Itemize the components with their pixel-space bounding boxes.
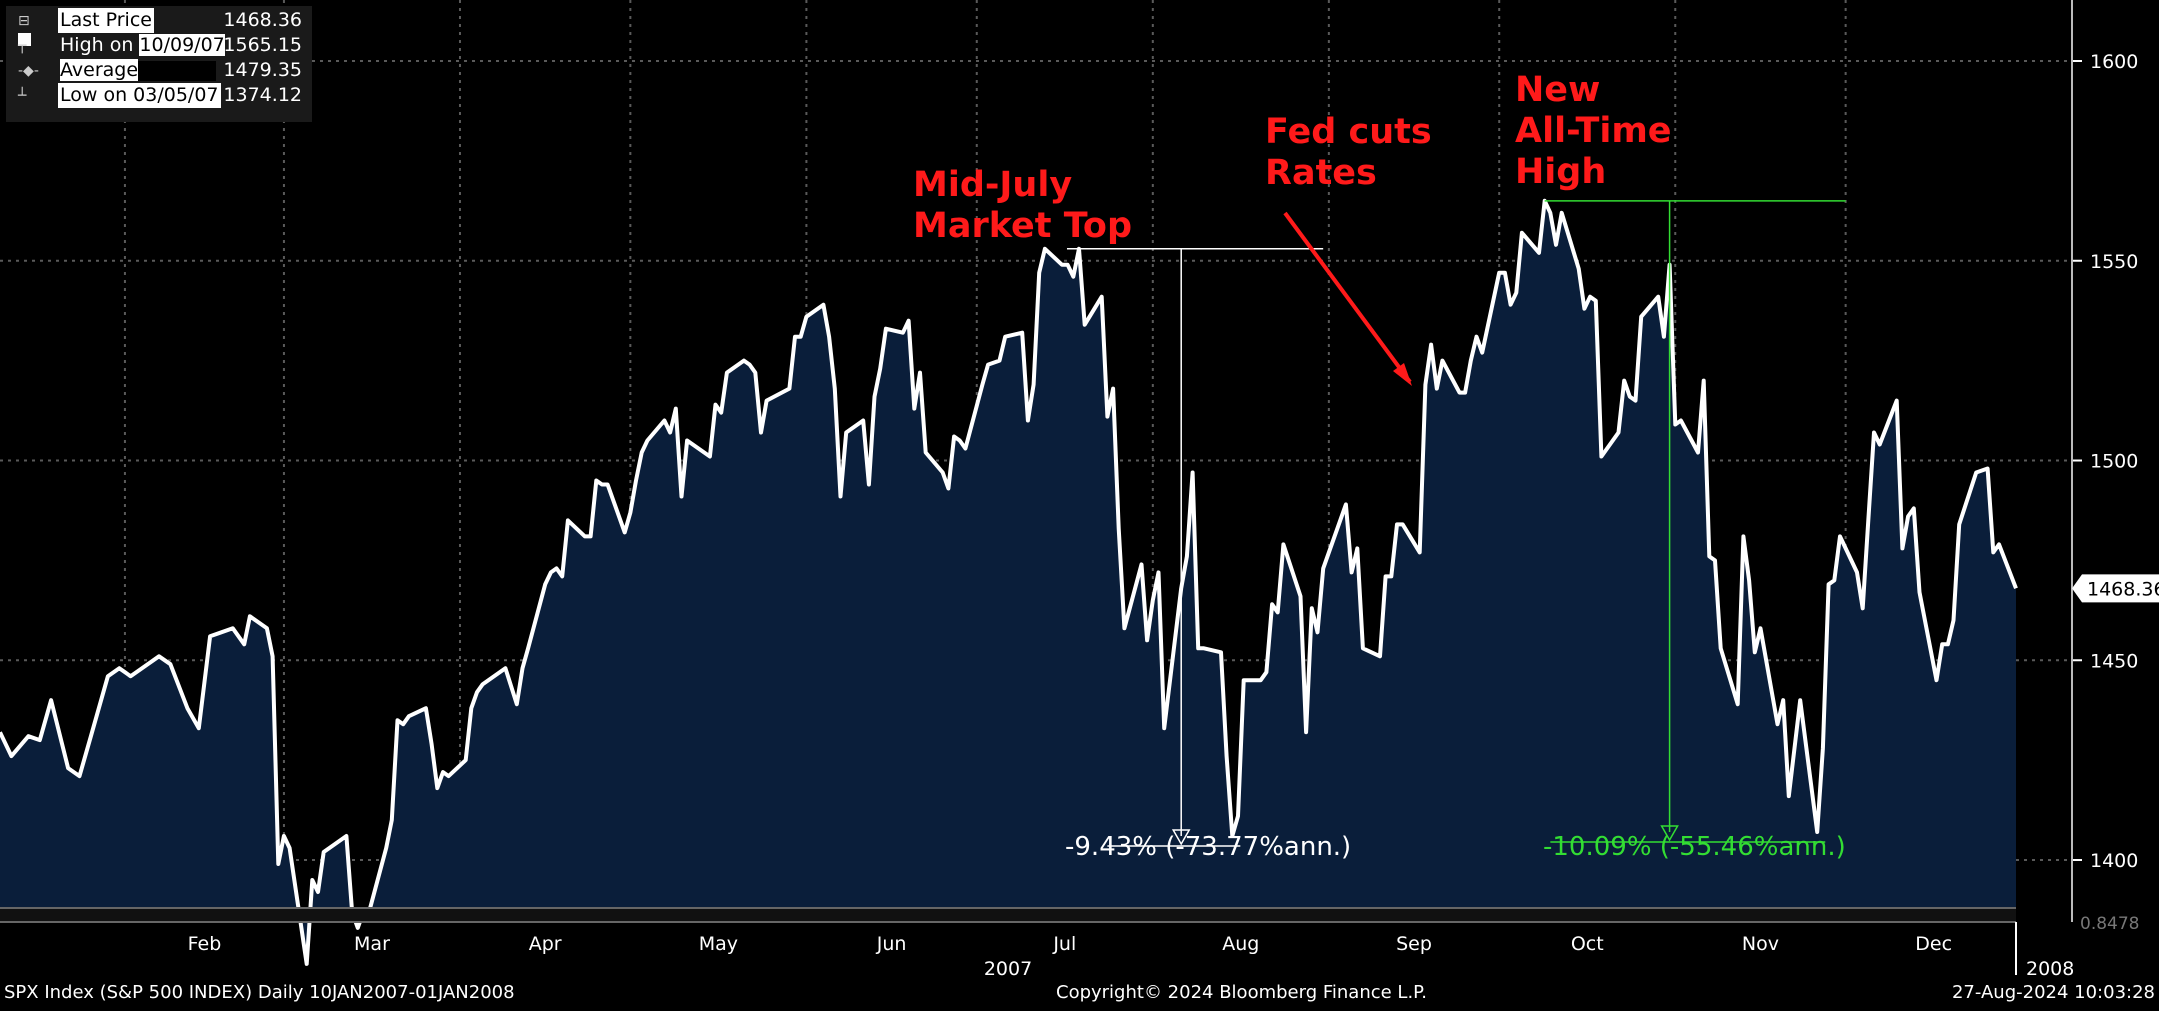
legend-value: 1479.35: [223, 59, 302, 81]
annotation-new-high: New All-Time High: [1515, 70, 1672, 192]
legend-label: Last Price: [58, 8, 154, 33]
x-tick-label: Jul: [1052, 933, 1076, 955]
legend-value: 1565.15: [223, 34, 302, 56]
x-tick-label: Sep: [1396, 933, 1432, 955]
legend-label: Average: [58, 58, 218, 83]
x-tick-label: May: [699, 933, 738, 955]
lower-panel-tag: 0.8478: [2080, 914, 2139, 934]
last-price-tag-label: 1468.36: [2087, 578, 2159, 600]
average-marker-icon: -◆-: [18, 63, 39, 79]
legend-panel: ⊟ Last Price 1468.36 ┬ High on 10/09/07 …: [6, 6, 312, 122]
measurement-label-second: -10.09% (-55.46%ann.): [1543, 832, 1846, 862]
x-tick-label: Mar: [354, 933, 390, 955]
last-price-tag: [2072, 574, 2159, 603]
legend-row-last-price[interactable]: ⊟ Last Price 1468.36: [6, 8, 312, 46]
x-tick-label: Feb: [188, 933, 222, 955]
y-tick-label: 1600: [2090, 51, 2138, 73]
low-marker-icon: ┴: [18, 88, 27, 104]
annotation-fed-cuts: Fed cuts Rates: [1265, 112, 1432, 193]
checkbox-icon[interactable]: ⊟: [18, 12, 40, 46]
y-tick-label: 1400: [2090, 850, 2138, 872]
x-tick-label: Jun: [876, 933, 907, 955]
footer-security: SPX Index (S&P 500 INDEX) Daily 10JAN200…: [4, 982, 515, 1003]
high-marker-icon: ┬: [18, 38, 27, 54]
legend-row-low[interactable]: ┴ Low on 03/05/07 1374.12: [6, 83, 312, 108]
legend-row-high[interactable]: ┬ High on 10/09/07 1565.15: [6, 33, 312, 58]
legend-row-average[interactable]: -◆- Average 1479.35: [6, 58, 312, 83]
y-tick-label: 1450: [2090, 650, 2138, 672]
x-tick-label: Aug: [1222, 933, 1259, 955]
x-tick-label: Dec: [1915, 933, 1952, 955]
legend-value: 1468.36: [223, 9, 302, 31]
measurement-lines: [1066, 200, 1846, 847]
fed-arrow-shaft: [1283, 211, 1412, 384]
fed-arrow-head: [1393, 363, 1412, 386]
year-label: 2008: [2026, 958, 2074, 980]
ref-arrow-icon: [1660, 825, 1679, 842]
footer-timestamp: 27-Aug-2024 10:03:28: [1951, 982, 2155, 1003]
year-label: 2007: [984, 958, 1032, 980]
legend-label: High on 10/09/07: [60, 34, 225, 56]
x-tick-label: Nov: [1742, 933, 1779, 955]
legend-label: Low on 03/05/07: [58, 83, 221, 108]
price-area: [0, 200, 2016, 964]
x-tick-label: Oct: [1571, 933, 1604, 955]
price-line: [0, 198, 2018, 966]
measurement-label-first: -9.43% (-73.77%ann.): [1065, 832, 1352, 862]
ref-arrow-icon: [1171, 829, 1191, 846]
footer-copyright: Copyright© 2024 Bloomberg Finance L.P.: [1056, 982, 1427, 1003]
y-tick-label: 1500: [2090, 451, 2138, 473]
x-tick-label: Apr: [529, 933, 562, 955]
axes: 1400 1450 1500 1550 1600 Feb Mar Apr May Jun Jul Au…: [0, 0, 2159, 980]
y-tick-label: 1550: [2090, 251, 2138, 273]
legend-value: 1374.12: [223, 84, 302, 106]
lower-panel: [0, 908, 2016, 922]
annotation-mid-july: Mid-July Market Top: [913, 165, 1133, 246]
